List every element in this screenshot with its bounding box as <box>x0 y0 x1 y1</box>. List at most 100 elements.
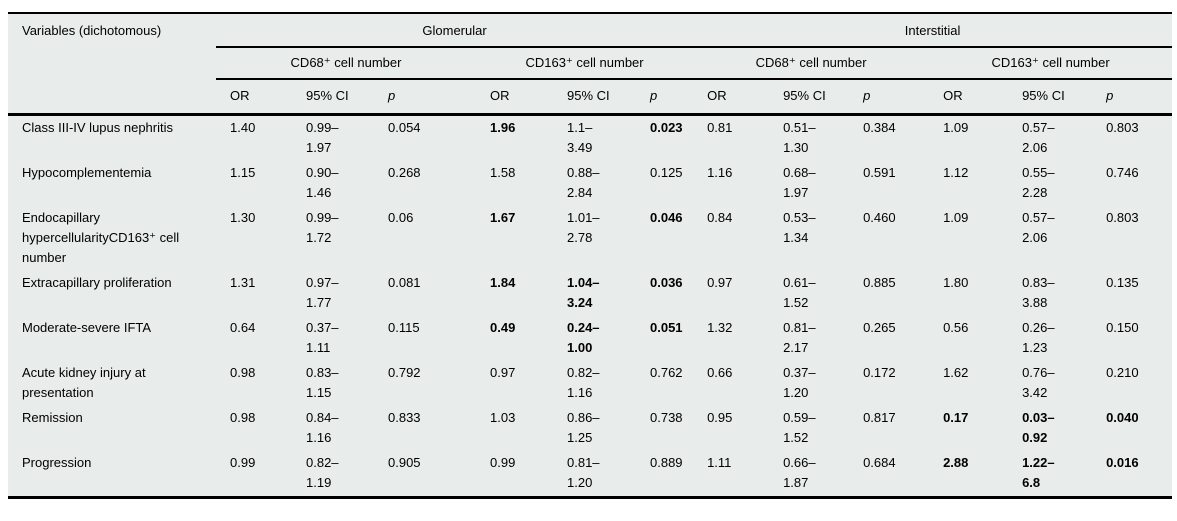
cell-ci: 0.37– 1.11 <box>306 320 339 355</box>
cell-or: 0.17 <box>943 410 969 425</box>
header-or: OR <box>929 79 1009 116</box>
cell-ci: 0.66– 1.87 <box>783 455 816 490</box>
subheader-cd68-glomerular: CD68⁺ cell number <box>216 47 476 80</box>
cell-or: 0.98 <box>230 410 256 425</box>
cell-ci: 0.37– 1.20 <box>783 365 816 400</box>
page: Variables (dichotomous) Glomerular Inter… <box>0 12 1177 521</box>
header-p: p <box>849 79 930 116</box>
cell-or: 1.84 <box>490 275 516 290</box>
cell-or: 2.88 <box>943 455 969 470</box>
cell-ci: 1.01– 2.78 <box>567 210 600 245</box>
table-row: Endocapillary hypercellularityCD163⁺ cel… <box>8 206 1172 271</box>
cell-p: 0.889 <box>650 455 683 470</box>
cell-ci: 0.61– 1.52 <box>783 275 816 310</box>
cell-or: 1.96 <box>490 120 516 135</box>
cell-ci: 0.90– 1.46 <box>306 165 339 200</box>
cell-p: 0.905 <box>388 455 421 470</box>
row-label: Endocapillary hypercellularityCD163⁺ cel… <box>22 210 180 265</box>
cell-or: 1.67 <box>490 210 516 225</box>
table-header: Variables (dichotomous) Glomerular Inter… <box>8 13 1173 116</box>
subheader-cd163-interstitial: CD163⁺ cell number <box>929 47 1173 80</box>
cell-p: 0.833 <box>388 410 421 425</box>
cell-or: 0.49 <box>490 320 516 335</box>
cell-p: 0.762 <box>650 365 683 380</box>
row-label: Remission <box>22 410 83 425</box>
cell-ci: 0.59– 1.52 <box>783 410 816 445</box>
cell-p: 0.06 <box>388 210 414 225</box>
cell-p: 0.684 <box>863 455 896 470</box>
cell-ci: 0.86– 1.25 <box>567 410 600 445</box>
table-row: Class III-IV lupus nephritis 1.40 0.99– … <box>8 115 1172 162</box>
cell-p: 0.738 <box>650 410 683 425</box>
row-label: Hypocomplementemia <box>22 165 152 180</box>
header-or: OR <box>216 79 292 116</box>
header-or: OR <box>476 79 553 116</box>
cell-or: 0.66 <box>707 365 733 380</box>
cell-p: 0.054 <box>388 120 421 135</box>
cell-or: 1.80 <box>943 275 969 290</box>
cell-ci: 0.88– 2.84 <box>567 165 600 200</box>
cell-ci: 0.97– 1.77 <box>306 275 339 310</box>
cell-ci: 0.99– 1.72 <box>306 210 339 245</box>
cell-ci: 0.51– 1.30 <box>783 120 816 155</box>
cell-p: 0.172 <box>863 365 896 380</box>
cell-ci: 0.84– 1.16 <box>306 410 339 445</box>
cell-p: 0.265 <box>863 320 896 335</box>
cell-or: 0.56 <box>943 320 969 335</box>
table-row: Extracapillary proliferation 1.31 0.97– … <box>8 271 1172 316</box>
table-row: Progression 0.99 0.82– 1.19 0.905 0.99 0… <box>8 451 1172 498</box>
cell-ci: 0.57– 2.06 <box>1022 120 1055 155</box>
cell-ci: 0.81– 1.20 <box>567 455 600 490</box>
cell-ci: 0.81– 2.17 <box>783 320 816 355</box>
cell-or: 0.99 <box>230 455 256 470</box>
table-row: Acute kidney injury at presentation 0.98… <box>8 361 1172 406</box>
cell-p: 0.746 <box>1106 165 1139 180</box>
cell-p: 0.150 <box>1106 320 1139 335</box>
header-p: p <box>374 79 476 116</box>
header-or: OR <box>693 79 770 116</box>
cell-ci: 0.99– 1.97 <box>306 120 339 155</box>
cell-ci: 0.24– 1.00 <box>567 320 600 355</box>
cell-ci: 0.82– 1.19 <box>306 455 339 490</box>
cell-or: 0.64 <box>230 320 256 335</box>
cell-ci: 0.76– 3.42 <box>1022 365 1055 400</box>
table-row: Remission 0.98 0.84– 1.16 0.833 1.03 0.8… <box>8 406 1172 451</box>
header-p: p <box>1092 79 1173 116</box>
cell-or: 1.16 <box>707 165 733 180</box>
results-table: Variables (dichotomous) Glomerular Inter… <box>8 12 1173 499</box>
cell-ci: 0.83– 1.15 <box>306 365 339 400</box>
cell-p: 0.046 <box>650 210 683 225</box>
cell-p: 0.803 <box>1106 210 1139 225</box>
header-ci: 95% CI <box>292 79 374 116</box>
header-p: p <box>636 79 694 116</box>
subgroup-header-row: CD68⁺ cell number CD163⁺ cell number CD6… <box>8 47 1173 80</box>
cell-or: 1.09 <box>943 120 969 135</box>
stat-header-row: OR 95% CI p OR 95% CI p OR 95% CI p OR 9… <box>8 79 1173 116</box>
cell-p: 0.792 <box>388 365 421 380</box>
cell-or: 1.11 <box>707 455 732 470</box>
cell-ci: 0.57– 2.06 <box>1022 210 1055 245</box>
table-body: Class III-IV lupus nephritis 1.40 0.99– … <box>8 115 1172 498</box>
header-ci: 95% CI <box>553 79 636 116</box>
cell-or: 0.97 <box>707 275 733 290</box>
cell-or: 0.81 <box>707 120 733 135</box>
cell-or: 0.95 <box>707 410 733 425</box>
header-ci: 95% CI <box>769 79 850 116</box>
cell-ci: 1.22– 6.8 <box>1022 455 1055 490</box>
variables-header: Variables (dichotomous) <box>8 13 216 116</box>
cell-p: 0.115 <box>388 320 420 335</box>
row-label: Class III-IV lupus nephritis <box>22 120 174 135</box>
cell-or: 1.30 <box>230 210 256 225</box>
cell-or: 0.99 <box>490 455 516 470</box>
cell-ci: 0.26– 1.23 <box>1022 320 1055 355</box>
cell-p: 0.210 <box>1106 365 1139 380</box>
cell-or: 1.62 <box>943 365 969 380</box>
row-label: Extracapillary proliferation <box>22 275 172 290</box>
cell-p: 0.803 <box>1106 120 1139 135</box>
table-row: Hypocomplementemia 1.15 0.90– 1.46 0.268… <box>8 161 1172 206</box>
cell-p: 0.036 <box>650 275 683 290</box>
header-ci: 95% CI <box>1008 79 1093 116</box>
glomerular-group-header: Glomerular <box>216 13 694 48</box>
cell-p: 0.040 <box>1106 410 1139 425</box>
cell-or: 0.97 <box>490 365 516 380</box>
